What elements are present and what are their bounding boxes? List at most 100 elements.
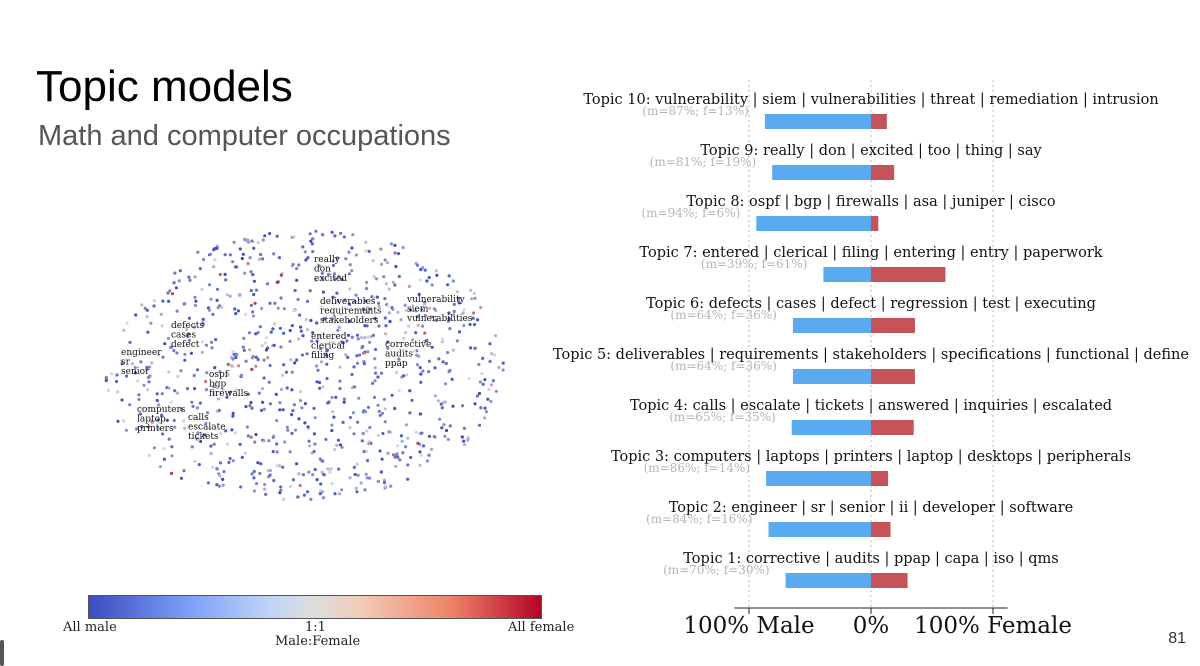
embedding-point <box>319 347 323 351</box>
embedding-point <box>172 418 176 423</box>
embedding-point <box>269 330 273 334</box>
embedding-point <box>321 496 326 500</box>
embedding-point <box>338 379 342 383</box>
embedding-point <box>352 432 356 436</box>
embedding-point <box>333 234 337 238</box>
embedding-point <box>320 278 324 282</box>
embedding-point <box>205 411 210 415</box>
embedding-point <box>235 353 239 357</box>
embedding-point <box>489 383 494 387</box>
embedding-point <box>312 432 316 436</box>
embedding-point <box>462 426 466 430</box>
page-number: 81 <box>1168 630 1186 647</box>
embedding-point <box>343 298 347 302</box>
embedding-point <box>382 397 386 401</box>
cluster-label-line: really <box>314 255 341 265</box>
embedding-point <box>291 409 295 413</box>
embedding-point <box>161 355 165 359</box>
embedding-point <box>255 482 259 486</box>
embedding-point <box>338 386 342 391</box>
embedding-point <box>351 411 355 415</box>
embedding-point <box>346 333 351 337</box>
embedding-point <box>251 310 255 314</box>
embedding-point <box>461 404 465 408</box>
embedding-point <box>306 490 310 494</box>
embedding-point <box>148 374 152 378</box>
embedding-point <box>282 331 286 335</box>
embedding-point <box>172 281 176 285</box>
embedding-point <box>278 401 282 405</box>
embedding-point <box>206 481 210 485</box>
cluster-label-line: firewalls <box>209 389 248 399</box>
embedding-point <box>209 444 213 448</box>
embedding-point <box>396 455 400 459</box>
embedding-point <box>125 321 129 325</box>
embedding-point <box>422 302 426 306</box>
embedding-point <box>303 250 307 254</box>
embedding-point <box>183 352 187 356</box>
cluster-label-line: computers <box>137 405 186 415</box>
embedding-point <box>290 370 294 374</box>
embedding-point <box>447 317 451 321</box>
embedding-point <box>319 489 323 493</box>
embedding-point <box>340 488 344 492</box>
female-bar <box>871 471 889 486</box>
embedding-point <box>159 312 163 316</box>
embedding-point <box>252 292 256 297</box>
embedding-point <box>394 464 398 468</box>
embedding-point <box>210 346 214 350</box>
embedding-point <box>344 353 348 357</box>
embedding-point <box>167 299 171 303</box>
cluster-label-line: ppap <box>385 359 408 369</box>
embedding-point <box>232 240 236 244</box>
embedding-point <box>238 247 242 251</box>
embedding-point <box>492 353 496 357</box>
embedding-point <box>288 339 292 343</box>
embedding-point <box>371 258 375 263</box>
embedding-point <box>421 324 425 328</box>
embedding-point <box>404 423 408 427</box>
embedding-point <box>352 465 356 469</box>
cluster-label: engineer sr senior <box>121 348 162 377</box>
embedding-point <box>365 286 369 291</box>
embedding-point <box>363 336 367 340</box>
embedding-point <box>163 342 167 346</box>
embedding-point <box>423 331 427 335</box>
embedding-point <box>243 271 247 275</box>
embedding-point <box>250 239 254 243</box>
embedding-point <box>262 376 266 380</box>
embedding-point <box>248 256 252 260</box>
embedding-point <box>333 492 337 496</box>
embedding-point <box>157 403 161 407</box>
embedding-point <box>136 379 140 383</box>
embedding-point <box>314 229 318 233</box>
embedding-point <box>385 261 390 265</box>
embedding-point <box>350 335 354 339</box>
embedding-point <box>421 369 425 373</box>
embedding-point <box>246 392 250 396</box>
embedding-point <box>189 351 193 355</box>
embedding-point <box>367 442 371 446</box>
embedding-point <box>138 412 142 416</box>
embedding-point <box>348 319 352 323</box>
ratio-label: (m=87%; f=13%) <box>642 104 749 118</box>
embedding-point <box>427 453 431 457</box>
embedding-point <box>120 398 124 402</box>
embedding-point <box>408 308 412 312</box>
embedding-point <box>388 319 392 324</box>
embedding-point <box>268 473 272 477</box>
embedding-point <box>209 451 213 456</box>
cluster-label-line: tickets <box>188 432 219 442</box>
embedding-point <box>305 299 310 303</box>
embedding-point <box>215 483 219 487</box>
embedding-point <box>175 351 179 355</box>
embedding-point <box>190 445 194 449</box>
cluster-label-line: requirements <box>320 307 382 317</box>
embedding-point <box>455 339 459 343</box>
embedding-point <box>390 393 394 397</box>
embedding-point <box>473 346 477 350</box>
embedding-point <box>451 313 455 317</box>
embedding-point <box>193 275 197 279</box>
embedding-point <box>295 462 299 466</box>
embedding-point <box>213 258 217 262</box>
